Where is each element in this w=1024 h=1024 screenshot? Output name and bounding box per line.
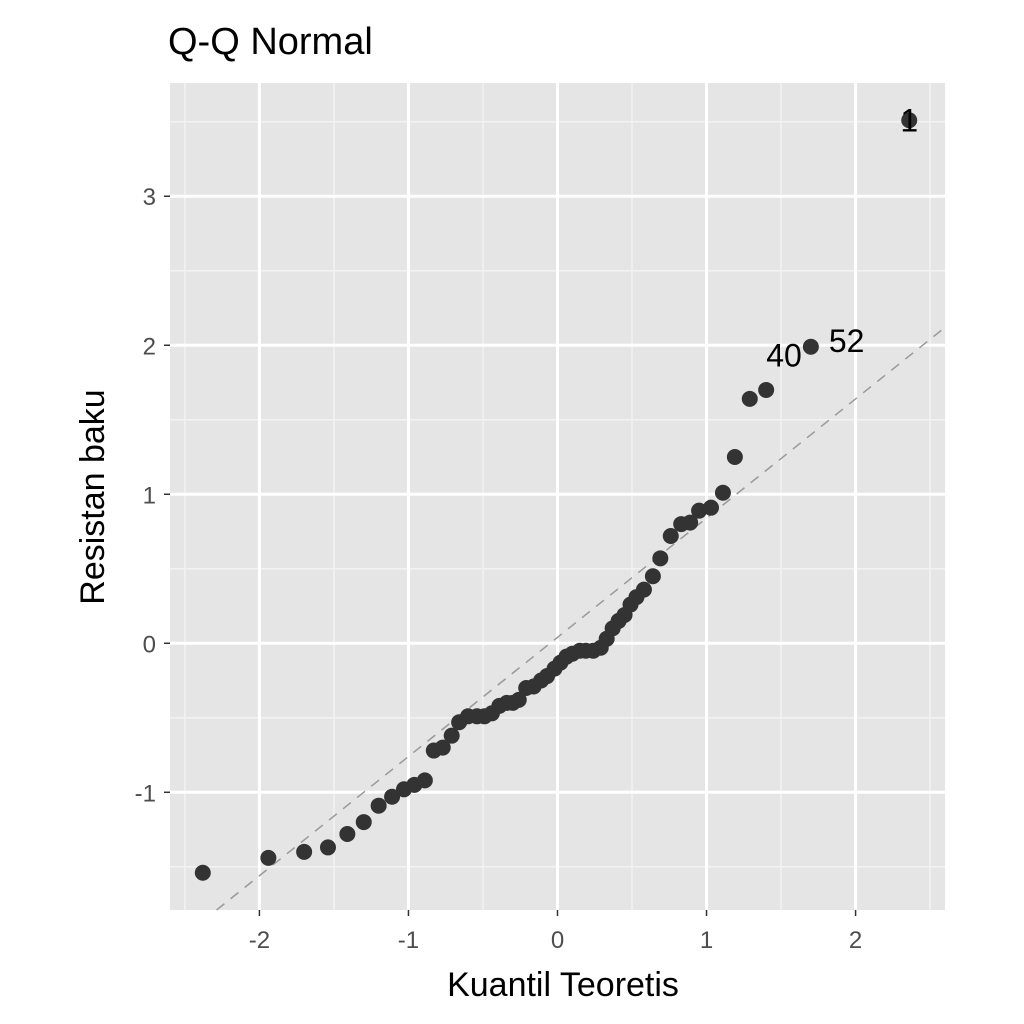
data-point: [901, 112, 918, 129]
x-tick-label: -2: [249, 927, 270, 954]
y-axis-label: Resistan baku: [74, 389, 112, 604]
data-point: [319, 839, 336, 856]
x-tick-label: -1: [398, 927, 419, 954]
data-point: [714, 484, 731, 501]
y-tick-label: 1: [143, 482, 156, 509]
data-point: [741, 390, 758, 407]
points: [194, 112, 918, 881]
data-point: [682, 514, 699, 531]
x-tick-label: 2: [849, 927, 862, 954]
data-point: [339, 826, 356, 843]
point-label: 1: [900, 102, 918, 138]
grid: [170, 83, 945, 910]
x-tick-label: 0: [551, 927, 564, 954]
y-tick-label: -1: [135, 780, 156, 807]
data-point: [758, 381, 775, 398]
y-tick-label: 0: [143, 631, 156, 658]
x-axis-label: Kuantil Teoretis: [447, 966, 679, 1004]
ticks: -2 -1 0 1 2 -1 0 1 2 3: [135, 184, 863, 954]
data-point: [370, 797, 387, 814]
data-point: [260, 849, 277, 866]
x-tick-label: 1: [700, 927, 713, 954]
data-point: [296, 843, 313, 860]
reference-line-group: [216, 326, 946, 911]
data-point: [355, 814, 372, 831]
data-point: [510, 691, 527, 708]
y-tick-label: 3: [143, 184, 156, 211]
point-label: 52: [829, 323, 865, 359]
chart-title: Q-Q Normal: [168, 21, 373, 63]
data-point: [434, 739, 451, 756]
data-point: [662, 527, 679, 544]
data-point: [703, 499, 720, 516]
annotations: 1 40 52: [766, 102, 918, 373]
data-point: [635, 581, 652, 598]
point-label: 40: [766, 338, 802, 374]
data-point: [194, 864, 211, 881]
data-point: [384, 788, 401, 805]
data-point: [802, 338, 819, 355]
data-point: [644, 568, 661, 585]
data-point: [416, 772, 433, 789]
data-point: [443, 727, 460, 744]
data-point: [726, 449, 743, 466]
reference-line: [216, 326, 946, 911]
y-tick-label: 2: [143, 333, 156, 360]
data-point: [652, 550, 669, 567]
